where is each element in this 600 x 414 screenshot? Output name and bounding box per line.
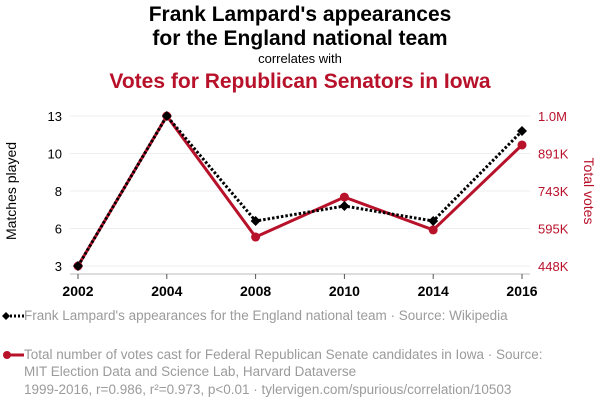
left-tick-label: 13 [48, 109, 62, 124]
chart-title: Frank Lampard's appearances for the Engl… [0, 3, 600, 51]
gridlines [70, 115, 530, 267]
data-point-diamond [339, 201, 350, 211]
x-axis: 2002 2004 2008 2010 2014 2016 [62, 273, 538, 299]
legend-item-series2: Total number of votes cast for Federal R… [3, 346, 544, 380]
diamond-dotted-line-icon [2, 312, 24, 320]
x-tick-label: 2002 [62, 283, 93, 299]
left-tick-label: 10 [48, 147, 62, 162]
data-point-circle [428, 225, 438, 235]
data-point-diamond [250, 216, 261, 226]
left-axis-label: Matches played [3, 142, 19, 240]
data-point-circle [251, 232, 261, 242]
right-tick-label: 891K [538, 147, 569, 162]
left-tick-label: 3 [55, 259, 62, 274]
right-tick-label: 1.0M [538, 109, 567, 124]
x-tick-label: 2004 [151, 283, 182, 299]
right-axis-ticks: 448K 595K 743K 891K 1.0M [538, 109, 569, 274]
title-line-1: Frank Lampard's appearances [148, 3, 452, 26]
x-tick-label: 2014 [418, 283, 449, 299]
chart-subtitle: Votes for Republican Senators in Iowa [109, 70, 491, 93]
right-tick-label: 448K [538, 259, 569, 274]
right-axis-label: Total votes [581, 158, 597, 225]
left-tick-label: 6 [55, 222, 62, 237]
left-axis-ticks: 3 6 8 10 13 [48, 109, 62, 274]
legend-label-series2: Total number of votes cast for Federal R… [24, 347, 543, 379]
x-tick-label: 2008 [240, 283, 271, 299]
data-point-diamond [428, 216, 439, 226]
circle-solid-line-icon [3, 351, 24, 359]
data-point-circle [517, 140, 527, 150]
right-tick-label: 743K [538, 184, 569, 199]
series-1-line [76, 113, 524, 267]
connector-text: correlates with [258, 51, 342, 66]
legend-item-series1: Frank Lampard's appearances for the Engl… [2, 307, 544, 324]
left-tick-label: 8 [55, 184, 62, 199]
data-point-diamond [517, 126, 527, 136]
correlation-footer: 1999-2016, r=0.986, r²=0.973, p<0.01 · t… [24, 382, 512, 397]
title-line-2: for the England national team [152, 27, 448, 50]
x-tick-label: 2010 [329, 283, 360, 299]
series-1 [73, 111, 527, 271]
series-lines [73, 111, 527, 271]
data-point-diamond [161, 111, 172, 121]
data-point-diamond [73, 261, 83, 271]
legend-label-series1: Frank Lampard's appearances for the Engl… [24, 308, 508, 323]
x-tick-label: 2016 [506, 283, 537, 299]
data-point-circle [339, 192, 349, 202]
right-tick-label: 595K [538, 222, 569, 237]
